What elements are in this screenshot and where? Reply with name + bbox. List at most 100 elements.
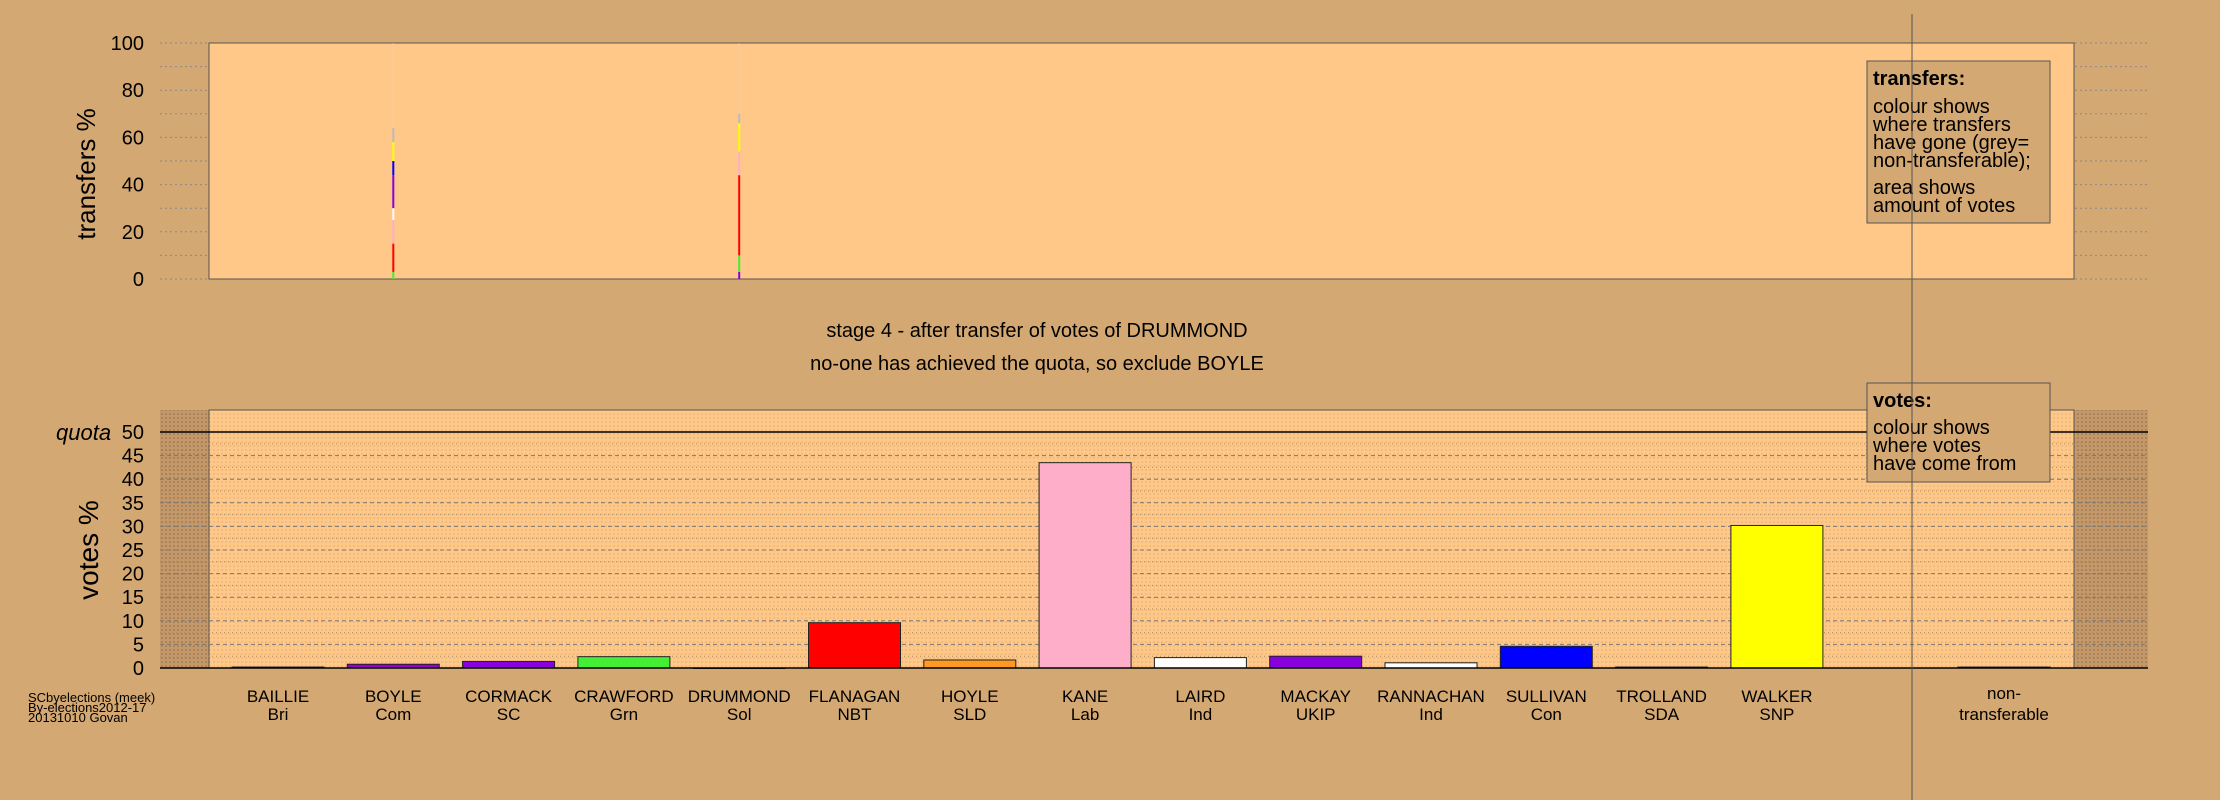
candidate-name-label: KANE	[1062, 687, 1108, 706]
transfer-segment	[738, 175, 741, 256]
transfers-y-tick-label: 40	[122, 175, 144, 197]
votes-y-tick-label: 20	[122, 564, 144, 586]
votes-y-tick-label: 30	[122, 516, 144, 538]
transfers-y-tick-label: 20	[122, 222, 144, 244]
votes-y-tick-label: 50	[122, 422, 144, 444]
candidate-party-label: Ind	[1419, 705, 1443, 724]
transfers-legend-line: non-transferable);	[1873, 150, 2031, 172]
nontransferable-label: non-	[1987, 684, 2021, 703]
transfers-y-tick-label: 80	[122, 80, 144, 102]
transfer-segment	[392, 175, 395, 209]
votes-legend-line: have come from	[1873, 453, 2016, 475]
candidate-name-label: HOYLE	[941, 687, 999, 706]
votes-y-tick-label: 0	[133, 658, 144, 680]
transfers-panel: 0 20 40 60 80 100 transfers % transfers: colo…	[71, 33, 2148, 291]
transfers-legend-line: amount of votes	[1873, 195, 2015, 217]
transfers-y-tick-label: 0	[133, 269, 144, 291]
votes-y-tick-label: 35	[122, 493, 144, 515]
transfer-segment	[738, 255, 741, 272]
candidate-name-label: LAIRD	[1175, 687, 1225, 706]
votes-y-tick-label: 15	[122, 587, 144, 609]
exclusion-caption: no-one has achieved the quota, so exclud…	[810, 353, 1264, 375]
candidate-name-label: CRAWFORD	[574, 687, 673, 706]
vote-bar	[462, 660, 556, 669]
candidate-name-label: MACKAY	[1280, 687, 1351, 706]
candidate-name-label: CORMACK	[465, 687, 553, 706]
transfer-strips	[392, 43, 741, 279]
candidate-party-label: Lab	[1071, 705, 1099, 724]
transfers-legend-line: area shows	[1873, 177, 1975, 199]
transfers-y-tick-label: 100	[111, 33, 144, 55]
transfer-segment	[392, 127, 395, 143]
transfers-y-axis-label: transfers %	[71, 108, 101, 240]
votes-y-tick-label: 5	[133, 634, 144, 656]
votes-bars	[160, 462, 2148, 669]
vote-bar	[1269, 655, 1363, 669]
candidate-party-label: Sol	[727, 705, 752, 724]
votes-legend-line: where votes	[1872, 435, 1981, 457]
transfer-segment	[392, 243, 395, 272]
candidate-name-label: SULLIVAN	[1506, 687, 1587, 706]
footer-source: SCbyelections (meek)	[28, 690, 155, 705]
candidate-name-label: BOYLE	[365, 687, 422, 706]
transfer-segment	[392, 142, 395, 161]
nontransferable-label: transferable	[1959, 705, 2049, 724]
transfer-segment	[392, 161, 395, 176]
transfers-y-tick-label: 60	[122, 127, 144, 149]
votes-legend-line: colour shows	[1873, 417, 1990, 439]
transfer-segment	[738, 271, 741, 279]
vote-bar	[1499, 645, 1593, 669]
votes-y-axis-label: votes %	[73, 500, 104, 600]
votes-left-margin	[160, 410, 209, 668]
transfer-segment	[738, 113, 741, 124]
candidate-party-label: SNP	[1759, 705, 1794, 724]
transfers-plot-area	[208, 42, 2075, 280]
candidate-party-label: SLD	[953, 705, 986, 724]
transfers-legend-line: colour shows	[1873, 96, 1990, 118]
transfer-segment	[392, 208, 395, 220]
candidate-name-label: TROLLAND	[1616, 687, 1707, 706]
vote-bar	[577, 656, 671, 669]
vote-bar	[923, 659, 1017, 669]
vote-bar	[808, 622, 901, 669]
transfers-legend-title: transfers:	[1873, 68, 1965, 90]
candidate-party-label: Grn	[610, 705, 638, 724]
footer-date: 20131010 Govan	[28, 710, 128, 725]
candidate-party-label: SC	[497, 705, 521, 724]
transfer-segment	[738, 123, 741, 152]
quota-label: quota	[56, 420, 111, 445]
candidate-name-label: RANNACHAN	[1377, 687, 1485, 706]
candidate-party-label: Ind	[1189, 705, 1213, 724]
vote-bar	[1384, 662, 1478, 669]
transfer-segment	[392, 220, 395, 244]
vote-bar	[1730, 524, 1824, 669]
votes-y-tick-label: 25	[122, 540, 144, 562]
candidate-name-label: FLANAGAN	[809, 687, 901, 706]
candidate-party-label: Com	[375, 705, 411, 724]
transfers-legend-box	[1866, 60, 2051, 224]
votes-legend-box	[1866, 382, 2051, 483]
votes-legend: votes: colour shows where votes have com…	[1866, 382, 2051, 483]
candidate-party-label: Con	[1531, 705, 1562, 724]
vote-bar	[1153, 657, 1247, 669]
votes-y-tick-label: 45	[122, 446, 144, 468]
votes-y-tick-label: 10	[122, 611, 144, 633]
candidate-party-label: UKIP	[1296, 705, 1336, 724]
footer-series: By-elections2012-17	[28, 700, 147, 715]
votes-right-margin	[2074, 410, 2148, 668]
transfer-segment	[738, 151, 741, 176]
stage-caption: stage 4 - after transfer of votes of DRU…	[826, 320, 1247, 342]
vote-bar	[1038, 462, 1132, 669]
transfers-legend: transfers: colour shows where transfers …	[1866, 60, 2051, 224]
votes-y-tick-label: 40	[122, 469, 144, 491]
candidate-name-label: WALKER	[1741, 687, 1812, 706]
votes-legend-title: votes:	[1873, 390, 1932, 412]
transfer-segment	[392, 271, 395, 279]
candidate-name-label: DRUMMOND	[688, 687, 791, 706]
transfers-y-ticks: 0 20 40 60 80 100	[111, 33, 144, 291]
candidate-party-label: Bri	[268, 705, 289, 724]
